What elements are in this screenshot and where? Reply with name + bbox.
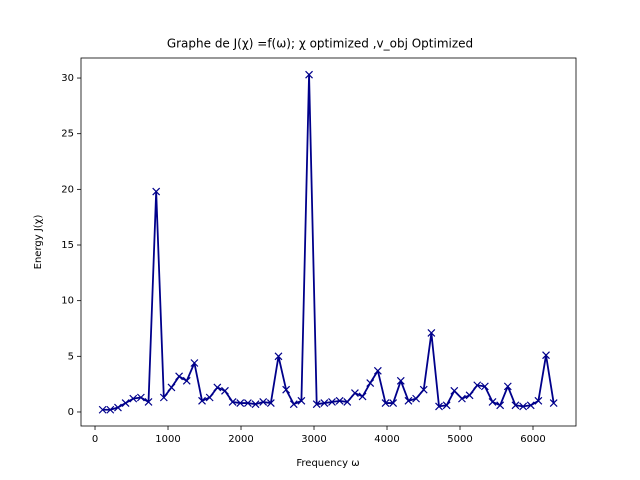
y-axis-label: Energy J(χ) [33,215,44,270]
marker [381,399,390,407]
marker [129,394,138,403]
marker [266,399,275,407]
marker [358,392,367,401]
marker [480,382,489,391]
marker [351,389,359,397]
x-tick-label: 1000 [155,434,180,445]
marker [289,400,298,409]
y-tick-label: 5 [68,351,74,362]
marker [228,398,237,406]
marker [427,329,436,337]
marker [435,402,443,411]
marker [335,396,344,405]
x-tick-label: 4000 [374,434,399,445]
marker [526,401,535,410]
y-tick-label: 20 [61,184,74,195]
marker [450,386,459,395]
marker [503,382,512,391]
marker [144,398,153,406]
marker [305,70,313,79]
x-tick-label: 5000 [447,434,472,445]
marker [98,405,107,414]
marker [549,399,558,407]
marker [114,403,122,412]
y-tick-label: 10 [61,296,74,307]
marker [312,400,321,409]
marker [152,187,161,196]
marker [404,396,413,405]
x-tick-label: 2000 [228,434,253,445]
marker [534,396,543,405]
x-tick-label: 6000 [520,434,545,445]
marker [159,393,168,402]
marker [366,379,375,387]
marker [412,394,421,403]
marker [389,399,398,407]
y-tick-label: 30 [61,73,74,84]
y-tick-label: 0 [68,407,74,418]
marker [182,376,191,385]
marker [496,401,505,410]
marker [236,399,245,407]
marker [465,391,474,400]
marker [297,396,306,405]
marker [519,402,528,411]
marker [243,399,252,407]
marker [198,396,206,405]
x-tick-label: 0 [92,434,98,445]
marker [282,385,291,394]
marker [221,386,229,395]
marker [396,376,405,385]
y-tick-label: 15 [61,240,74,251]
marker [542,351,550,360]
marker [320,399,329,407]
x-axis-label: Frequency ω [296,458,359,469]
chart-title: Graphe de J(χ) =f(ω); χ optimized ,v_obj… [167,37,473,51]
marker [167,383,176,392]
marker [488,398,497,406]
marker [106,405,115,414]
x-tick-label: 3000 [301,434,326,445]
marker [373,366,382,375]
marker [343,398,352,406]
marker [442,401,451,410]
marker [274,352,283,361]
marker [205,393,214,402]
marker [190,359,199,367]
marker [175,372,184,381]
marker [473,381,482,390]
marker [458,394,466,403]
y-tick-label: 25 [61,129,74,140]
marker [136,393,145,402]
marker [328,398,336,406]
marker [121,399,130,407]
marker [419,385,428,394]
plot-frame [80,57,577,427]
marker [213,383,222,392]
marker [251,400,260,409]
marker [511,401,520,410]
marker [259,398,268,406]
